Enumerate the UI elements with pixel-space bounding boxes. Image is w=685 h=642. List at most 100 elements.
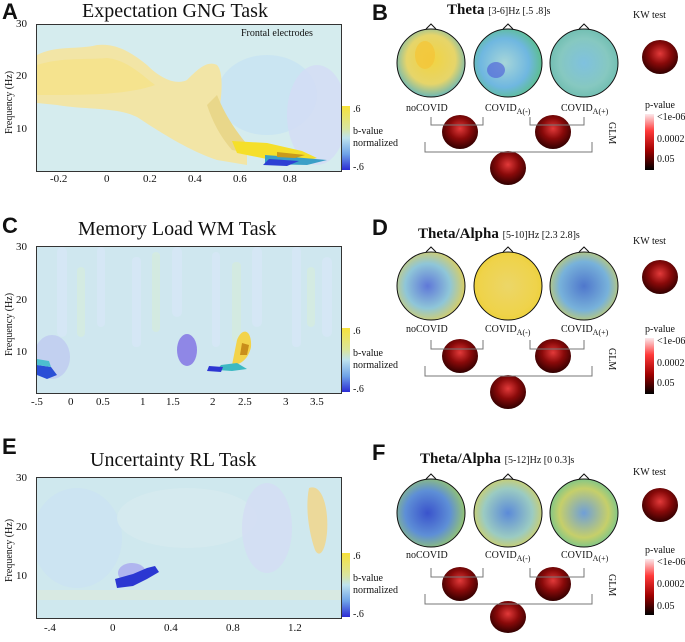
band-label-f: Theta/Alpha [5-12]Hz [0 0.3]s bbox=[420, 451, 575, 467]
topomap-d-nocovid bbox=[396, 246, 466, 321]
ytick-a-20: 20 bbox=[16, 70, 27, 82]
pvalue-label-f: p-value bbox=[645, 545, 675, 556]
pvalue-label-d: p-value bbox=[645, 324, 675, 335]
cbar-top-c: .6 bbox=[353, 326, 361, 337]
colorbar-c bbox=[342, 328, 350, 392]
xtick-e: 0.4 bbox=[164, 622, 178, 634]
pvalue-tick-d-3: 0.05 bbox=[657, 378, 675, 389]
xtick-c: 0.5 bbox=[96, 396, 110, 408]
cbar-label-c: b-value bbox=[353, 348, 383, 359]
panel-letter-b: B bbox=[372, 0, 388, 25]
ytick-e-30: 30 bbox=[16, 472, 27, 484]
topomap-d-covid-apos bbox=[549, 246, 619, 321]
pvalue-tick-f-2: 0.0002 bbox=[657, 579, 685, 590]
colorbar-a bbox=[342, 106, 350, 170]
topomap-d-covid-aneg bbox=[473, 246, 543, 321]
panel-e-title: Uncertainty RL Task bbox=[90, 449, 257, 471]
cbar-label2-e: normalized bbox=[353, 585, 398, 596]
topomap-f-nocovid bbox=[396, 473, 466, 548]
xtick-c: 2 bbox=[210, 396, 216, 408]
pair-map-b-1 bbox=[442, 115, 478, 149]
panel-letter-d: D bbox=[372, 215, 388, 240]
cbar-bottom-c: -.6 bbox=[353, 384, 364, 395]
group-label-nocovid-b: noCOVID bbox=[406, 103, 448, 114]
cbar-label-a: b-value bbox=[353, 126, 383, 137]
xtick-e: 1.2 bbox=[288, 622, 302, 634]
pvalue-colorbar-b bbox=[645, 114, 654, 170]
tf-heatmap-c bbox=[36, 246, 342, 394]
xtick-a: -0.2 bbox=[50, 173, 68, 185]
ytick-c-30: 30 bbox=[16, 241, 27, 253]
panel-c-title: Memory Load WM Task bbox=[78, 218, 277, 240]
xtick-e: 0.8 bbox=[226, 622, 240, 634]
pair-map-f-2 bbox=[535, 567, 571, 601]
xtick-c: -.5 bbox=[31, 396, 43, 408]
topomap-f-covid-aneg bbox=[473, 473, 543, 548]
tf-heatmap-a bbox=[36, 24, 342, 172]
xtick-c: 0 bbox=[68, 396, 74, 408]
pvalue-tick-f-1: <1e-06 bbox=[657, 557, 685, 568]
pvalue-colorbar-f bbox=[645, 559, 654, 615]
pair-map-d-3 bbox=[490, 375, 526, 409]
kw-map-b bbox=[642, 40, 678, 74]
panel-a-title: Expectation GNG Task bbox=[82, 0, 268, 22]
xtick-a: 0.8 bbox=[283, 173, 297, 185]
pvalue-tick-f-3: 0.05 bbox=[657, 601, 675, 612]
xtick-a: 0.4 bbox=[188, 173, 202, 185]
pair-map-d-1 bbox=[442, 339, 478, 373]
glm-label-f: GLM bbox=[606, 574, 617, 597]
band-label-d: Theta/Alpha [5-10]Hz [2.3 2.8]s bbox=[418, 226, 580, 242]
xtick-a: 0 bbox=[104, 173, 110, 185]
pair-map-f-1 bbox=[442, 567, 478, 601]
xtick-e: 0 bbox=[110, 622, 116, 634]
pair-map-b-2 bbox=[535, 115, 571, 149]
kw-test-label-b: KW test bbox=[633, 10, 666, 21]
pvalue-tick-b-3: 0.05 bbox=[657, 154, 675, 165]
panel-letter-a: A bbox=[2, 0, 18, 24]
kw-map-f bbox=[642, 488, 678, 522]
topomap-b-covid-aneg bbox=[473, 23, 543, 98]
group-label-nocovid-d: noCOVID bbox=[406, 324, 448, 335]
band-label-b: Theta [3-6]Hz [.5 .8]s bbox=[447, 2, 551, 18]
topomap-b-covid-apos bbox=[549, 23, 619, 98]
pvalue-tick-d-1: <1e-06 bbox=[657, 336, 685, 347]
group-label-covid-apos-f: COVIDA(+) bbox=[561, 550, 609, 563]
pair-map-b-3 bbox=[490, 151, 526, 185]
topomaps-f bbox=[396, 473, 678, 633]
cbar-bottom-a: -.6 bbox=[353, 162, 364, 173]
xtick-c: 1.5 bbox=[166, 396, 180, 408]
group-label-covid-apos-b: COVIDA(+) bbox=[561, 103, 609, 116]
group-label-covid-apos-d: COVIDA(+) bbox=[561, 324, 609, 337]
kw-map-d bbox=[642, 260, 678, 294]
pvalue-label-b: p-value bbox=[645, 100, 675, 111]
pvalue-tick-b-1: <1e-06 bbox=[657, 112, 685, 123]
topomap-f-covid-apos bbox=[549, 473, 619, 548]
topomap-b-nocovid bbox=[396, 23, 466, 98]
xtick-e: -.4 bbox=[44, 622, 56, 634]
annotation-frontal-electrodes: Frontal electrodes bbox=[241, 28, 313, 39]
group-label-covid-aneg-b: COVIDA(-) bbox=[485, 103, 531, 116]
xtick-c: 1 bbox=[140, 396, 146, 408]
group-label-covid-aneg-d: COVIDA(-) bbox=[485, 324, 531, 337]
group-label-nocovid-f: noCOVID bbox=[406, 550, 448, 561]
pvalue-tick-b-2: 0.0002 bbox=[657, 134, 685, 145]
glm-label-d: GLM bbox=[606, 348, 617, 371]
ytick-e-10: 10 bbox=[16, 570, 27, 582]
xtick-c: 3.5 bbox=[310, 396, 324, 408]
glm-label-b: GLM bbox=[606, 122, 617, 145]
topomaps-b bbox=[396, 23, 678, 185]
xtick-c: 2.5 bbox=[238, 396, 252, 408]
cbar-label2-c: normalized bbox=[353, 360, 398, 371]
kw-test-label-d: KW test bbox=[633, 236, 666, 247]
cbar-top-e: .6 bbox=[353, 551, 361, 562]
ytick-a-30: 30 bbox=[16, 18, 27, 30]
ytick-c-10: 10 bbox=[16, 346, 27, 358]
group-label-covid-aneg-f: COVIDA(-) bbox=[485, 550, 531, 563]
xtick-a: 0.2 bbox=[143, 173, 157, 185]
colorbar-e bbox=[342, 553, 350, 617]
cbar-top-a: .6 bbox=[353, 104, 361, 115]
xtick-c: 3 bbox=[283, 396, 289, 408]
topomaps-d bbox=[396, 246, 678, 409]
ytick-e-20: 20 bbox=[16, 521, 27, 533]
cbar-label-e: b-value bbox=[353, 573, 383, 584]
